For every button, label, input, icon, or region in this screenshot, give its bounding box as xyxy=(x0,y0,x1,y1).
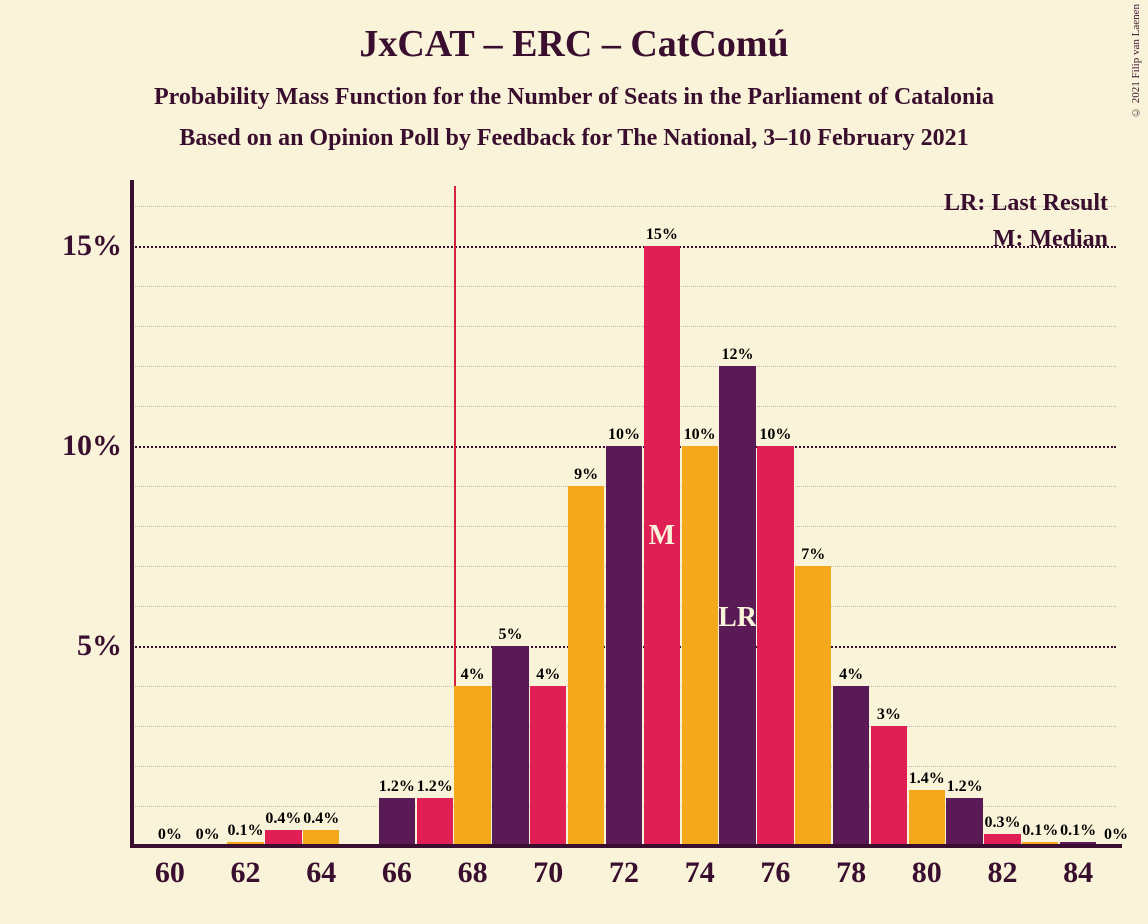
x-axis-tick-label: 62 xyxy=(231,846,261,890)
y-axis-tick-label: 15% xyxy=(62,229,132,263)
x-axis-tick-label: 74 xyxy=(685,846,715,890)
gridline-minor xyxy=(132,326,1116,327)
bar-value-label: 10% xyxy=(684,426,716,446)
bar-value-label: 4% xyxy=(461,666,485,686)
gridline-minor xyxy=(132,366,1116,367)
bar-value-label: 4% xyxy=(536,666,560,686)
bar: 5% xyxy=(492,646,528,846)
bar-value-label: 10% xyxy=(759,426,791,446)
bar-value-label: 1.2% xyxy=(417,778,453,798)
bar-value-label: 0.1% xyxy=(1022,822,1058,842)
y-axis-tick-label: 10% xyxy=(62,429,132,463)
bar-value-label: 7% xyxy=(801,546,825,566)
y-axis-tick-label: 5% xyxy=(77,629,132,663)
x-axis-tick-label: 80 xyxy=(912,846,942,890)
bar-value-label: 1.2% xyxy=(379,778,415,798)
bar: 12%LR xyxy=(719,366,755,846)
bar-value-label: 4% xyxy=(839,666,863,686)
x-axis-tick-label: 70 xyxy=(533,846,563,890)
x-axis-tick-label: 76 xyxy=(760,846,790,890)
bar: 1.2% xyxy=(417,798,453,846)
bar-value-label: 10% xyxy=(608,426,640,446)
x-axis xyxy=(130,844,1122,848)
bar-value-label: 0.4% xyxy=(303,810,339,830)
copyright-text: © 2021 Filip van Laenen xyxy=(1130,4,1142,118)
x-axis-tick-label: 78 xyxy=(836,846,866,890)
bar-value-label: 12% xyxy=(722,346,754,366)
bar-value-label: 9% xyxy=(574,466,598,486)
bar: 3% xyxy=(871,726,907,846)
bar: 4% xyxy=(530,686,566,846)
last-result-marker: LR xyxy=(718,602,757,634)
legend-last-result: LR: Last Result xyxy=(944,190,1108,217)
x-axis-tick-label: 66 xyxy=(382,846,412,890)
bar: 4% xyxy=(454,686,490,846)
bar-value-label: 0.3% xyxy=(984,814,1020,834)
bar-value-label: 1.4% xyxy=(909,770,945,790)
y-axis xyxy=(130,180,134,846)
x-axis-tick-label: 72 xyxy=(609,846,639,890)
chart-title: JxCAT – ERC – CatComú xyxy=(0,0,1148,66)
legend-median: M: Median xyxy=(993,226,1108,253)
bar: 10% xyxy=(682,446,718,846)
x-axis-tick-label: 68 xyxy=(458,846,488,890)
bar: 1.2% xyxy=(946,798,982,846)
bar-value-label: 0% xyxy=(196,826,220,846)
bar-value-label: 3% xyxy=(877,706,901,726)
bar-value-label: 5% xyxy=(498,626,522,646)
x-axis-tick-label: 82 xyxy=(987,846,1017,890)
x-axis-tick-label: 64 xyxy=(306,846,336,890)
bar-value-label: 0.1% xyxy=(1060,822,1096,842)
x-axis-tick-label: 84 xyxy=(1063,846,1093,890)
bar: 1.2% xyxy=(379,798,415,846)
bar-value-label: 0% xyxy=(158,826,182,846)
gridline-minor xyxy=(132,406,1116,407)
gridline-minor xyxy=(132,286,1116,287)
bar: 7% xyxy=(795,566,831,846)
gridline-major xyxy=(132,246,1116,248)
bar-value-label: 0.1% xyxy=(228,822,264,842)
bar: 1.4% xyxy=(909,790,945,846)
bar: 9% xyxy=(568,486,604,846)
bar: 4% xyxy=(833,686,869,846)
bar: 10% xyxy=(606,446,642,846)
bar-value-label: 0% xyxy=(1104,826,1128,846)
bar-value-label: 1.2% xyxy=(947,778,983,798)
chart-subtitle-2: Based on an Opinion Poll by Feedback for… xyxy=(0,111,1148,152)
median-marker: M xyxy=(649,520,675,552)
bar-value-label: 0.4% xyxy=(265,810,301,830)
x-axis-tick-label: 60 xyxy=(155,846,185,890)
bar-value-label: 15% xyxy=(646,226,678,246)
chart-plot-area: 5%10%15%0%0%0.1%0.4%0.4%1.2%1.2%4%5%4%9%… xyxy=(132,186,1116,846)
chart-subtitle-1: Probability Mass Function for the Number… xyxy=(0,66,1148,111)
bar: 15%M xyxy=(644,246,680,846)
bar: 10% xyxy=(757,446,793,846)
